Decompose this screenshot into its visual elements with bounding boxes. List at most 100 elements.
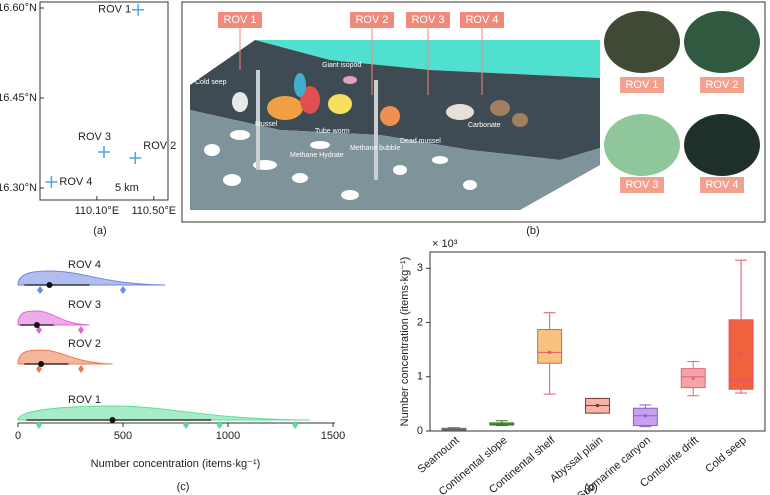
- mean-point: [46, 282, 53, 288]
- data-point: [292, 421, 299, 429]
- rov-tag: ROV 1: [223, 14, 256, 26]
- data-point: [216, 421, 223, 429]
- mean: [548, 350, 552, 354]
- point-label: ROV 4: [59, 176, 92, 188]
- photo: [604, 11, 680, 73]
- diagram-label: Mussel: [255, 121, 278, 128]
- x-axis-label: Number concentration (items·kg⁻¹): [91, 458, 261, 470]
- tag: [218, 12, 262, 28]
- diagram-label: Methane bubble: [350, 145, 400, 152]
- caption: (c): [177, 481, 190, 493]
- seep-column: [256, 70, 260, 170]
- mean: [452, 427, 456, 431]
- fauna: [232, 73, 528, 127]
- mean: [739, 352, 743, 356]
- photo-label: ROV 3: [625, 179, 658, 191]
- caption: (a): [93, 225, 106, 237]
- seabed: [190, 40, 600, 160]
- photo-label: ROV 4: [705, 179, 738, 191]
- y-tick-label: 3: [417, 262, 423, 274]
- diagram-label: Carbonate: [468, 122, 501, 129]
- y-tick-label: 16.60°N: [0, 2, 37, 14]
- mean: [500, 422, 504, 426]
- annotation: × 10³: [432, 238, 458, 250]
- series-label: ROV 1: [68, 394, 101, 406]
- point-label: ROV 3: [78, 131, 111, 143]
- annotation: 5 km: [115, 182, 139, 194]
- mean: [691, 376, 695, 380]
- tag: [350, 12, 394, 28]
- violin: [17, 405, 310, 421]
- series-label: ROV 2: [68, 338, 101, 350]
- point-label: ROV 1: [98, 4, 131, 16]
- mean-point: [109, 417, 116, 423]
- rov-tag: ROV 3: [411, 14, 444, 26]
- mean-point: [38, 361, 45, 367]
- x-tick-label: 1000: [216, 430, 240, 442]
- diagram-label: Dead mussel: [400, 138, 441, 145]
- data-point: [36, 326, 42, 334]
- violin: [17, 270, 166, 286]
- diagram: [181, 1, 766, 223]
- diagram-label: Methane Hydrate: [290, 152, 344, 159]
- y-tick-label: 0: [417, 425, 423, 437]
- map-frame: [39, 1, 169, 201]
- photo: [604, 114, 680, 176]
- data-point: [36, 365, 42, 373]
- series-label: ROV 4: [68, 259, 101, 271]
- x-tick-label: 110.10°E: [75, 205, 120, 217]
- data-point: [37, 286, 44, 294]
- sediment: [190, 110, 600, 210]
- point: [132, 3, 145, 16]
- photo: [684, 114, 760, 176]
- x-tick-label: 1500: [321, 430, 345, 442]
- mean: [643, 414, 647, 418]
- photo-tag: [620, 177, 664, 193]
- tag: [406, 12, 450, 28]
- box-frame: [429, 251, 766, 432]
- x-tick-label: Cold seep: [703, 434, 749, 475]
- data-point: [78, 365, 84, 373]
- y-tick-label: 1: [417, 371, 423, 383]
- photo-label: ROV 1: [625, 79, 658, 91]
- point-label: ROV 2: [143, 140, 176, 152]
- x-tick-label: 0: [15, 430, 21, 442]
- mean-point: [33, 322, 40, 328]
- data-point: [36, 421, 42, 429]
- point: [98, 146, 110, 158]
- y-tick-label: 2: [417, 316, 423, 328]
- photo-tag: [700, 77, 744, 93]
- data-point: [120, 286, 126, 294]
- photo-label: ROV 2: [705, 79, 738, 91]
- y-axis-label: Number concentration (items·kg⁻¹): [399, 257, 411, 427]
- hydrates: [204, 130, 477, 200]
- series-label: ROV 3: [68, 299, 101, 311]
- tag: [460, 12, 504, 28]
- mean: [596, 404, 599, 408]
- photo-tag: [620, 77, 664, 93]
- violin: [17, 349, 113, 365]
- y-tick-label: 16.45°N: [0, 92, 37, 104]
- y-tick-label: 16.30°N: [0, 182, 37, 194]
- data-point: [183, 421, 189, 429]
- diagram-label: Giant isopod: [322, 62, 361, 69]
- x-tick-label: 500: [114, 430, 132, 442]
- photo: [684, 11, 760, 73]
- caption: (b): [526, 225, 539, 237]
- diagram-label: Tube worm: [315, 128, 350, 135]
- x-tick-label: 110.50°E: [131, 205, 176, 217]
- box: [537, 329, 563, 364]
- x-tick-label: Seamount: [416, 434, 462, 475]
- rov-tag: ROV 4: [465, 14, 498, 26]
- photo-tag: [700, 177, 744, 193]
- rov-tag: ROV 2: [355, 14, 388, 26]
- diagram-frame: [181, 1, 766, 223]
- caption: (d): [584, 482, 597, 494]
- point: [45, 176, 58, 188]
- violin: [17, 310, 90, 326]
- seep-column: [374, 80, 378, 180]
- point: [129, 152, 142, 164]
- diagram-label: Cold seep: [195, 79, 227, 86]
- data-point: [78, 326, 84, 334]
